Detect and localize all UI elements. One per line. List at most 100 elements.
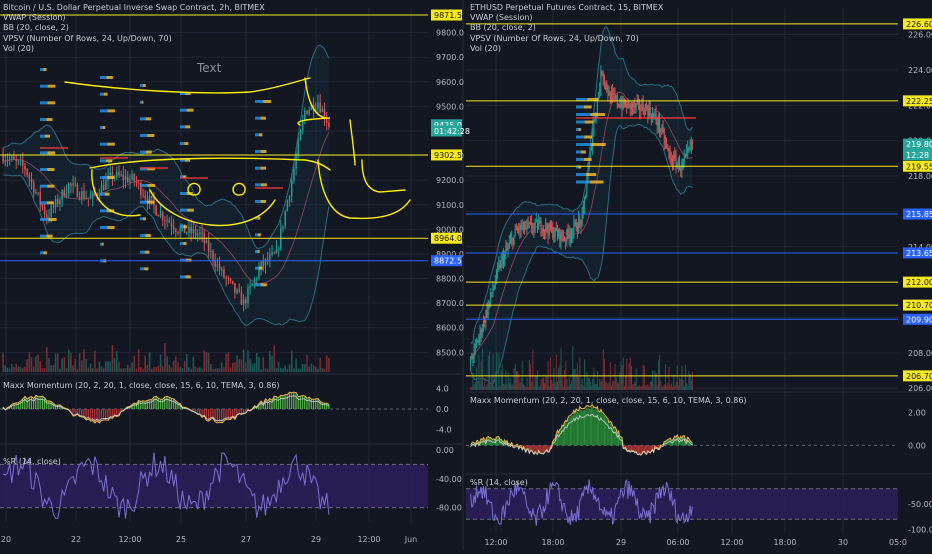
right-momentum-bar [535, 445, 536, 451]
right-volume-bar [554, 368, 555, 390]
left-volume-bar [144, 356, 146, 372]
right-williams-r-title[interactable]: %R (14, close) [470, 478, 528, 488]
left-vp-bar-up [40, 151, 48, 154]
left-volume-bar [230, 368, 232, 372]
left-volume-bar [94, 351, 96, 372]
right-price-tag-label: 212.00 [906, 278, 932, 287]
right-volume-bar [625, 376, 626, 390]
right-volume-bar [619, 373, 620, 390]
right-legend-vpsv[interactable]: VPSV (Number Of Rows, 24, Up/Down, 70) [470, 34, 663, 44]
left-volume-bar [142, 369, 144, 372]
right-momentum-bar [627, 445, 628, 450]
left-vp-bar-down [48, 101, 56, 104]
left-vp-bar-down [48, 85, 56, 88]
right-volume-bar [534, 386, 535, 390]
right-volume-bar [536, 376, 537, 390]
right-volume-bar [516, 371, 517, 390]
right-volume-bar [634, 382, 635, 390]
left-vp-bar-up [180, 125, 185, 128]
right-momentum-bar [583, 410, 584, 445]
left-volume-bar [245, 363, 247, 372]
right-momentum-bar [602, 414, 603, 446]
right-volume-bar [535, 376, 536, 390]
right-momentum-bar [599, 414, 600, 446]
left-volume-bar [225, 354, 227, 372]
left-momentum-bar [147, 401, 148, 409]
left-vp-bar-down [106, 159, 112, 162]
right-volume-bar [541, 379, 542, 390]
right-momentum-bar [571, 415, 572, 445]
left-momentum-bar [313, 400, 314, 409]
right-volume-bar [604, 359, 605, 390]
left-y-tick-label: 9600.0 [436, 78, 464, 87]
left-volume-bar [147, 365, 149, 372]
left-volume-bar [72, 366, 74, 372]
right-momentum-title[interactable]: Maxx Momentum (20, 2, 20, 1, close, clos… [470, 396, 747, 406]
left-vp-bar-down [103, 126, 106, 129]
left-vp-bar-down [48, 151, 56, 154]
right-momentum-bar [610, 423, 611, 446]
right-volume-bar [546, 376, 547, 390]
left-volume-bar [298, 369, 300, 372]
right-volume-bar [482, 349, 483, 390]
right-volume-bar [632, 384, 633, 390]
left-volume-bar [103, 368, 105, 372]
left-momentum-title[interactable]: Maxx Momentum (20, 2, 20, 1, close, clos… [3, 381, 280, 391]
right-momentum-bar [488, 437, 489, 445]
right-legend-bb[interactable]: BB (20, close, 2) [470, 23, 663, 33]
left-momentum-tick-label: 0.0 [436, 405, 449, 414]
left-symbol-title[interactable]: Bitcoin / U.S. Dollar Perpetual Inverse … [3, 3, 265, 13]
left-volume-bar [118, 362, 120, 372]
left-legend-bb[interactable]: BB (20, close, 2) [3, 23, 265, 33]
left-momentum-bar [166, 397, 167, 409]
right-price-tag-label: 219.80 [906, 140, 932, 149]
right-momentum-bar [640, 445, 641, 454]
right-volume-bar [544, 383, 545, 390]
left-vp-bar-down [106, 76, 112, 79]
left-volume-bar [9, 369, 11, 372]
left-volume-bar [232, 363, 234, 372]
right-volume-bar [686, 383, 687, 390]
left-legend-vpsv[interactable]: VPSV (Number Of Rows, 24, Up/Down, 70) [3, 34, 265, 44]
right-volume-bar [680, 379, 681, 390]
left-volume-bar [184, 361, 186, 372]
left-volume-bar [22, 368, 24, 372]
left-volume-bar [223, 367, 225, 372]
left-legend-vol[interactable]: Vol (20) [3, 44, 265, 54]
left-momentum-bar [304, 397, 305, 409]
left-volume-bar [201, 369, 203, 372]
right-volume-bar [564, 370, 565, 390]
left-legend-vwap[interactable]: VWAP (Session) [3, 13, 265, 23]
left-y-tick-label: 8500.0 [436, 348, 464, 357]
right-momentum-bar [585, 409, 586, 446]
left-vp-bar-up [100, 176, 107, 179]
drawing-text-annotation[interactable]: Text [197, 63, 221, 73]
right-legend-vwap[interactable]: VWAP (Session) [470, 13, 663, 23]
left-williams-r-title[interactable]: %R (14, close) [3, 457, 61, 467]
left-volume-bar [31, 357, 33, 372]
left-volume-bar [136, 369, 138, 372]
right-volume-bar [658, 361, 659, 390]
right-legend-vol[interactable]: Vol (20) [470, 44, 663, 54]
right-vp-bar-up [576, 128, 578, 131]
left-volume-bar [219, 368, 221, 372]
right-x-tick-label: 30 [838, 538, 848, 547]
left-momentum-bar [315, 399, 316, 409]
drawing-line-top [65, 78, 310, 93]
right-symbol-title[interactable]: ETHUSD Perpetual Futures Contract, 15, B… [470, 3, 663, 13]
left-volume-bar [88, 368, 90, 372]
left-vp-bar-down [261, 283, 267, 286]
left-volume-bar [236, 355, 238, 372]
right-volume-bar [528, 387, 529, 390]
left-vp-bar-up [100, 109, 108, 112]
left-x-tick-label: 25 [176, 535, 186, 544]
left-volume-bar [263, 357, 265, 372]
left-volume-bar [171, 367, 173, 372]
left-momentum-bar [149, 400, 150, 409]
right-volume-bar [664, 385, 665, 390]
right-volume-bar [558, 368, 559, 390]
left-volume-bar [96, 368, 98, 372]
right-volume-bar [538, 387, 539, 390]
right-momentum-bar [596, 410, 597, 445]
